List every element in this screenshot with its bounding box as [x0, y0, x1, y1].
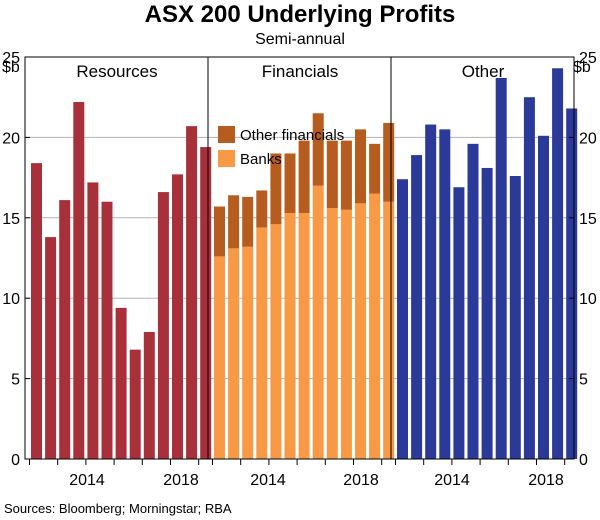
chart-subtitle: Semi-annual: [255, 31, 345, 48]
y-tick-label-right: 20: [579, 130, 597, 147]
bar-banks: [383, 201, 395, 459]
bar-other-financials: [326, 140, 338, 209]
bar-banks: [369, 193, 381, 459]
bar-resources: [87, 182, 99, 459]
x-tick-label: 2014: [250, 472, 286, 489]
bar-other: [509, 175, 521, 459]
bar-banks: [312, 185, 324, 459]
bar-other-financials: [355, 129, 366, 204]
bar-other-financials: [284, 153, 296, 213]
bar-resources: [115, 307, 127, 459]
bar-resources: [172, 174, 183, 459]
bar-banks: [228, 248, 240, 459]
bar-other-financials: [340, 140, 352, 210]
bar-other: [538, 135, 549, 460]
bar-other: [495, 77, 507, 460]
source-note: Sources: Bloomberg; Morningstar; RBA: [4, 501, 232, 516]
x-tick-label: 2018: [163, 472, 199, 489]
bar-resources: [157, 192, 169, 459]
y-tick-label-right: 15: [579, 211, 597, 228]
y-unit-right: $b: [573, 59, 591, 76]
bar-resources: [129, 349, 141, 459]
y-tick-label-right: 0: [579, 452, 588, 469]
bar-other-financials: [312, 113, 324, 186]
plot-frame: [24, 56, 575, 460]
bar-other-financials: [383, 122, 395, 202]
bar-resources: [200, 147, 212, 459]
y-tick-label-right: 5: [579, 372, 588, 389]
bar-other-financials: [256, 190, 268, 228]
legend-label-banks: Banks: [240, 151, 282, 168]
bar-other-financials: [242, 196, 254, 247]
bar-banks: [355, 203, 366, 459]
bar-other: [566, 108, 578, 460]
bar-banks: [242, 246, 254, 459]
bar-resources: [101, 201, 113, 459]
bar-banks: [340, 209, 352, 459]
panel-title-other: Other: [462, 62, 505, 81]
bar-other: [425, 124, 437, 459]
bar-other-financials: [369, 143, 381, 194]
bar-other: [439, 129, 451, 460]
x-tick-label: 2018: [343, 472, 379, 489]
bars: [31, 68, 578, 460]
bar-other: [397, 179, 408, 459]
y-tick-label-right: 10: [579, 291, 597, 308]
bar-resources: [143, 331, 155, 459]
bar-banks: [256, 227, 268, 459]
x-tick-label: 2014: [69, 472, 105, 489]
x-tick-label: 2018: [528, 472, 564, 489]
bar-other: [552, 68, 564, 460]
chart-title: ASX 200 Underlying Profits: [145, 1, 456, 28]
bar-banks: [270, 224, 282, 459]
panel-title-resources: Resources: [76, 62, 157, 81]
legend-label-other-financials: Other financials: [240, 127, 344, 144]
bar-other: [411, 155, 423, 459]
bar-other-financials: [228, 195, 240, 249]
axes: 0 0 5 5 10 10 15 15 20 20 25 25: [2, 50, 597, 469]
bar-resources: [31, 163, 42, 460]
bar-other: [467, 143, 479, 459]
bar-other-financials: [270, 153, 282, 225]
y-tick-label-left: 20: [2, 130, 20, 147]
panel-title-financials: Financials: [262, 62, 339, 81]
bar-banks: [284, 212, 296, 459]
bar-banks: [298, 212, 310, 459]
bar-banks: [214, 256, 225, 459]
y-tick-label-left: 15: [2, 211, 20, 228]
y-tick-label-left: 0: [11, 452, 20, 469]
bar-other: [453, 187, 465, 460]
legend: Other financials Banks: [218, 126, 344, 168]
bar-resources: [186, 126, 198, 460]
bar-other: [523, 97, 535, 459]
bar-other-financials: [298, 140, 310, 213]
bar-resources: [59, 200, 71, 459]
bar-banks: [326, 208, 338, 459]
y-tick-label-right: 25: [579, 50, 597, 67]
bar-resources: [73, 102, 85, 460]
bar-other-financials: [214, 206, 225, 257]
y-unit-left: $b: [2, 59, 20, 76]
y-tick-label-left: 5: [11, 372, 20, 389]
legend-swatch-banks: [218, 150, 235, 167]
y-tick-label-left: 25: [2, 50, 20, 67]
x-tick-label: 2014: [434, 472, 470, 489]
bar-resources: [45, 237, 57, 459]
legend-swatch-other-financials: [218, 126, 235, 143]
bar-other: [481, 167, 493, 459]
y-tick-label-left: 10: [2, 291, 20, 308]
